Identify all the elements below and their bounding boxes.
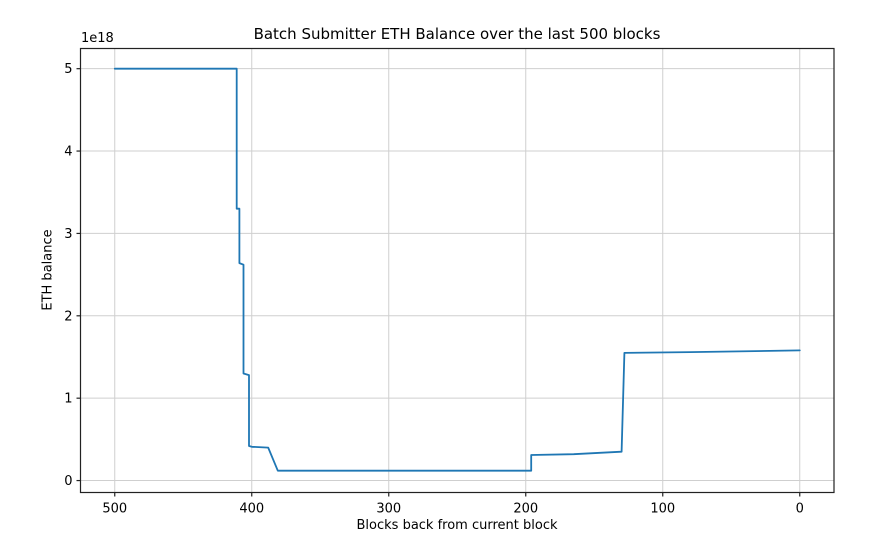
x-tick-label: 300 <box>376 502 401 517</box>
y-tick-label: 4 <box>64 145 72 160</box>
y-tick-label: 2 <box>64 309 72 324</box>
x-axis-label: Blocks back from current block <box>356 518 558 533</box>
y-tick-label: 0 <box>64 474 72 489</box>
chart-title: Batch Submitter ETH Balance over the las… <box>253 25 661 43</box>
y-axis-offset-text: 1e18 <box>81 31 114 46</box>
x-tick-label: 500 <box>102 502 127 517</box>
balance-line <box>113 67 801 472</box>
y-tick-label: 5 <box>64 62 72 77</box>
x-tick-label: 100 <box>650 502 675 517</box>
y-tick-label: 1 <box>64 392 72 407</box>
x-tick-label: 400 <box>239 502 264 517</box>
plot-border <box>79 47 835 494</box>
x-tick-label: 0 <box>796 502 804 517</box>
y-tick-label: 3 <box>64 227 72 242</box>
y-axis-label: ETH balance <box>40 229 56 311</box>
x-tick-label: 200 <box>513 502 538 517</box>
